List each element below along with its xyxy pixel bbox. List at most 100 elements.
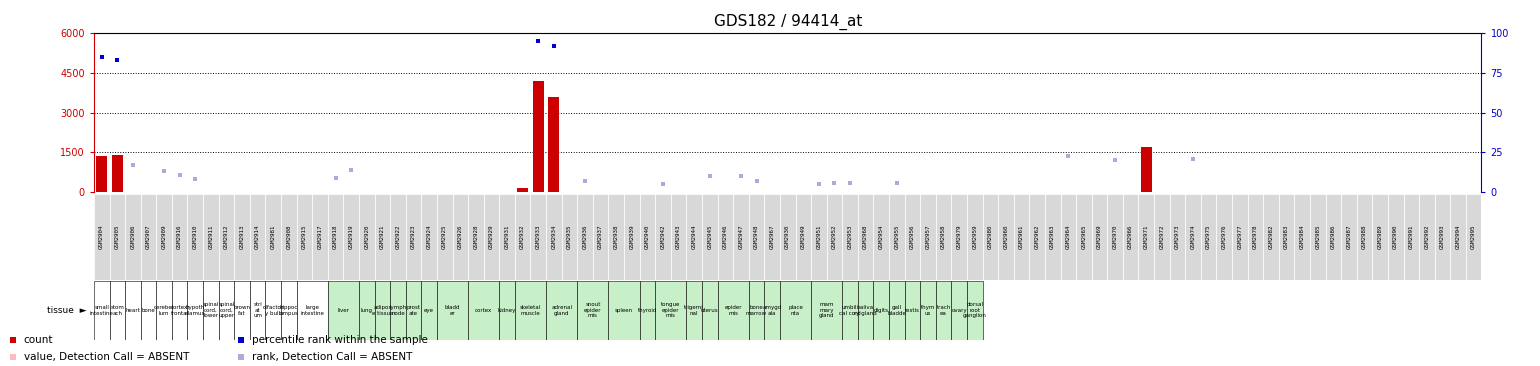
- Bar: [188, 281, 203, 340]
- Bar: [297, 281, 328, 340]
- Bar: [468, 194, 484, 280]
- Bar: [422, 281, 437, 340]
- Text: GSM2993: GSM2993: [1440, 225, 1445, 249]
- Bar: [779, 281, 812, 340]
- Bar: [702, 281, 718, 340]
- Text: GSM2992: GSM2992: [1424, 225, 1429, 249]
- Text: GSM2995: GSM2995: [1471, 225, 1477, 249]
- Text: GSM2981: GSM2981: [271, 225, 276, 249]
- Text: mam
mary
gland: mam mary gland: [819, 302, 835, 318]
- Text: thym
us: thym us: [921, 305, 935, 315]
- Bar: [748, 281, 764, 340]
- Text: count: count: [23, 335, 54, 346]
- Bar: [608, 281, 639, 340]
- Text: testis: testis: [906, 308, 919, 313]
- Text: lung: lung: [360, 308, 373, 313]
- Text: GSM2952: GSM2952: [832, 225, 836, 249]
- Text: GSM2973: GSM2973: [1175, 225, 1180, 249]
- Text: liver: liver: [337, 308, 350, 313]
- Text: GSM2967: GSM2967: [770, 225, 775, 249]
- Text: trach
ea: trach ea: [936, 305, 950, 315]
- Text: GSM2920: GSM2920: [365, 225, 370, 249]
- Bar: [1029, 194, 1046, 280]
- Text: GSM2984: GSM2984: [1300, 225, 1304, 249]
- Text: GSM2944: GSM2944: [691, 225, 696, 249]
- Bar: [1141, 147, 1152, 192]
- Bar: [936, 281, 952, 340]
- Text: GSM2953: GSM2953: [847, 225, 853, 249]
- Text: GSM2936: GSM2936: [582, 225, 588, 249]
- Bar: [779, 194, 796, 280]
- Bar: [547, 281, 578, 340]
- Bar: [374, 281, 390, 340]
- Bar: [514, 281, 547, 340]
- Bar: [297, 194, 313, 280]
- Bar: [1013, 194, 1029, 280]
- Bar: [390, 194, 405, 280]
- Text: GSM2990: GSM2990: [1394, 225, 1398, 249]
- Bar: [374, 194, 390, 280]
- Bar: [140, 281, 156, 340]
- Text: brown
fat: brown fat: [234, 305, 251, 315]
- Text: GSM2904: GSM2904: [99, 225, 105, 249]
- Text: dorsal
root
ganglion: dorsal root ganglion: [962, 302, 987, 318]
- Text: GSM2916: GSM2916: [177, 225, 182, 249]
- Text: spinal
cord,
upper: spinal cord, upper: [219, 302, 234, 318]
- Bar: [94, 281, 109, 340]
- Bar: [687, 194, 702, 280]
- Bar: [484, 194, 499, 280]
- Text: GSM2994: GSM2994: [1455, 225, 1460, 249]
- Bar: [1186, 194, 1201, 280]
- Text: GSM2955: GSM2955: [895, 225, 899, 249]
- Text: GSM2924: GSM2924: [427, 225, 431, 249]
- Bar: [873, 281, 889, 340]
- Text: GSM2930: GSM2930: [785, 225, 790, 249]
- Text: GSM2976: GSM2976: [1221, 225, 1227, 249]
- Bar: [468, 281, 499, 340]
- Bar: [203, 194, 219, 280]
- Text: uterus: uterus: [701, 308, 719, 313]
- Text: GSM2918: GSM2918: [333, 225, 339, 249]
- Text: GSM2947: GSM2947: [739, 225, 744, 249]
- Text: amygd
ala: amygd ala: [762, 305, 782, 315]
- Text: GSM2942: GSM2942: [661, 225, 665, 249]
- Bar: [359, 281, 374, 340]
- Text: GSM2912: GSM2912: [223, 225, 229, 249]
- Text: hypoth
alamus: hypoth alamus: [185, 305, 205, 315]
- Bar: [796, 194, 812, 280]
- Text: hippoc
ampus: hippoc ampus: [279, 305, 299, 315]
- Bar: [405, 281, 422, 340]
- Bar: [1341, 194, 1357, 280]
- Text: stom
ach: stom ach: [111, 305, 125, 315]
- Bar: [390, 281, 405, 340]
- Text: GSM2928: GSM2928: [473, 225, 479, 249]
- Bar: [109, 281, 125, 340]
- Text: GSM2969: GSM2969: [1096, 225, 1103, 249]
- Text: GSM2935: GSM2935: [567, 225, 571, 249]
- Bar: [1420, 194, 1435, 280]
- Bar: [499, 281, 514, 340]
- Text: umbili
cal cord: umbili cal cord: [839, 305, 861, 315]
- Bar: [1247, 194, 1263, 280]
- Text: GSM2946: GSM2946: [722, 225, 728, 249]
- Bar: [654, 281, 687, 340]
- Text: GSM2949: GSM2949: [801, 225, 805, 249]
- Bar: [858, 281, 873, 340]
- Text: GSM2982: GSM2982: [1269, 225, 1274, 249]
- Text: GSM2971: GSM2971: [1144, 225, 1149, 249]
- Text: GSM2914: GSM2914: [256, 225, 260, 249]
- Text: GSM2938: GSM2938: [614, 225, 619, 249]
- Text: ovary: ovary: [952, 308, 967, 313]
- Bar: [671, 194, 687, 280]
- Bar: [718, 281, 748, 340]
- Bar: [514, 194, 530, 280]
- Text: GSM2978: GSM2978: [1254, 225, 1258, 249]
- Text: GSM2957: GSM2957: [926, 225, 930, 249]
- Bar: [904, 194, 921, 280]
- Text: GSM2905: GSM2905: [116, 225, 120, 249]
- Bar: [624, 194, 639, 280]
- Bar: [608, 194, 624, 280]
- Bar: [842, 281, 858, 340]
- Text: snout
epider
mis: snout epider mis: [584, 302, 602, 318]
- Text: cortex
frontal: cortex frontal: [171, 305, 189, 315]
